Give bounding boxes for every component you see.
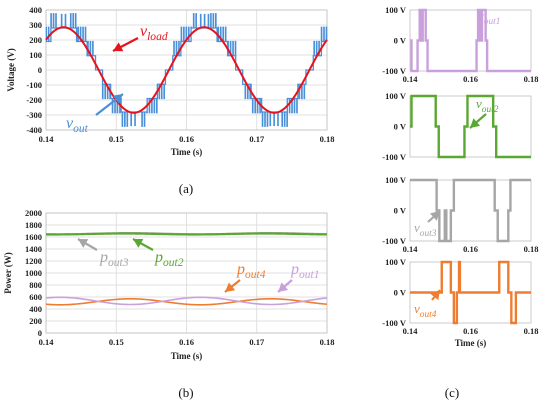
y-tick-label: 200: [29, 35, 42, 45]
x-tick-label: 0.16: [463, 74, 478, 84]
y-tick-label: 100: [29, 50, 42, 60]
y-tick-label: 0 V: [394, 206, 407, 216]
x-tick-label: 0.18: [524, 326, 539, 336]
x-tick-label: 0.16: [179, 337, 194, 347]
y-tick-label: -200: [26, 95, 42, 105]
y-tick-label: 400: [29, 304, 42, 314]
arrow-v-out-head: [112, 94, 123, 104]
legend-v-out3: vout3: [414, 220, 437, 239]
caption-a: (a): [179, 181, 193, 196]
y-tick-label: 0: [38, 65, 42, 75]
y-tick-label: 300: [29, 20, 42, 30]
y-tick-label: -100 V: [382, 66, 407, 76]
y-tick-label: 100 V: [385, 5, 407, 15]
y-tick-label: 1400: [25, 244, 42, 254]
y-tick-label: 0 V: [394, 122, 407, 132]
series-v-out4: [410, 260, 531, 325]
series-p-out2: [45, 232, 328, 236]
x-tick-label: 0.16: [463, 326, 478, 336]
arrow-p-out3-head: [78, 239, 89, 248]
arrow-p-out2-head: [133, 238, 144, 248]
x-tick-label: 0.16: [463, 244, 478, 254]
y-tick-label: -400: [26, 125, 42, 135]
x-tick-label: 0.18: [524, 244, 539, 254]
x-axis-label: Time (s): [171, 351, 203, 361]
y-axis-label: Power (W): [3, 252, 13, 294]
x-axis-label: Time (s): [171, 147, 203, 157]
x-tick-label: 0.15: [109, 337, 124, 347]
legend-v-out4: vout4: [414, 301, 437, 320]
series-v-out1: [410, 8, 531, 73]
y-tick-label: -100: [26, 80, 42, 90]
plot-frame: [45, 212, 328, 334]
y-tick-label: 1600: [25, 232, 42, 242]
y-tick-label: 100 V: [385, 91, 407, 101]
y-tick-label: 600: [29, 292, 42, 302]
caption-b: (b): [178, 385, 193, 400]
x-axis-label: Time (s): [455, 338, 487, 348]
x-tick-label: 0.14: [403, 74, 419, 84]
x-tick-label: 0.14: [39, 337, 55, 347]
y-tick-label: 800: [29, 280, 42, 290]
series-p-out1: [45, 296, 328, 306]
legend-p-out1: pout1: [290, 261, 319, 281]
y-tick-label: 1200: [25, 256, 42, 266]
x-tick-label: 0.17: [249, 337, 265, 347]
y-tick-label: 100 V: [385, 175, 407, 185]
y-tick-label: 0: [38, 328, 42, 338]
x-tick-label: 0.18: [320, 134, 335, 144]
arrow-v-out4-head: [430, 290, 440, 301]
x-tick-label: 0.18: [320, 337, 335, 347]
series-p-out4: [45, 297, 328, 306]
legend-v-load: vload: [140, 23, 168, 43]
y-tick-label: 0 V: [394, 36, 407, 46]
y-tick-label: 0 V: [394, 288, 407, 298]
arrow-v-load-head: [113, 42, 124, 52]
series-v-load: [45, 26, 328, 114]
y-tick-label: -100 V: [382, 236, 407, 246]
series-v-out3: [410, 178, 531, 243]
x-tick-label: 0.18: [524, 74, 539, 84]
arrow-p-out4-head: [225, 282, 236, 292]
x-tick-label: 0.14: [403, 326, 419, 336]
plot-frame: [45, 9, 328, 131]
legend-p-out2: pout2: [154, 249, 184, 269]
y-tick-label: 100 V: [385, 257, 407, 267]
arrow-p-out1-head: [278, 282, 289, 292]
y-tick-label: -300: [26, 110, 42, 120]
arrow-v-out2-head: [470, 118, 481, 128]
y-tick-label: 200: [29, 316, 42, 326]
legend-v-out2: vout2: [476, 96, 499, 115]
x-tick-label: 0.17: [249, 134, 265, 144]
y-axis-label: Voltage (V): [6, 48, 16, 91]
y-tick-label: 1000: [25, 268, 42, 278]
arrow-v-out3-head: [429, 211, 440, 221]
legend-p-out3: pout3: [99, 249, 129, 269]
panel-b: 20001800160014001200100080060040020000.1…: [3, 208, 334, 400]
y-tick-label: -100 V: [382, 318, 407, 328]
y-tick-label: 2000: [25, 208, 42, 218]
legend-p-out4: pout4: [236, 261, 266, 281]
x-tick-label: 0.14: [403, 244, 419, 254]
series-v-out2: [410, 94, 531, 159]
y-tick-label: -100 V: [382, 152, 407, 162]
y-tick-label: 400: [29, 5, 42, 15]
legend-v-out: vout: [66, 115, 89, 135]
x-tick-label: 0.14: [39, 134, 55, 144]
legend-v-out1: vout1: [478, 8, 500, 27]
x-tick-label: 0.15: [109, 134, 124, 144]
caption-c: (c): [445, 385, 459, 400]
x-tick-label: 0.16: [179, 134, 194, 144]
y-tick-label: 1800: [25, 220, 42, 230]
